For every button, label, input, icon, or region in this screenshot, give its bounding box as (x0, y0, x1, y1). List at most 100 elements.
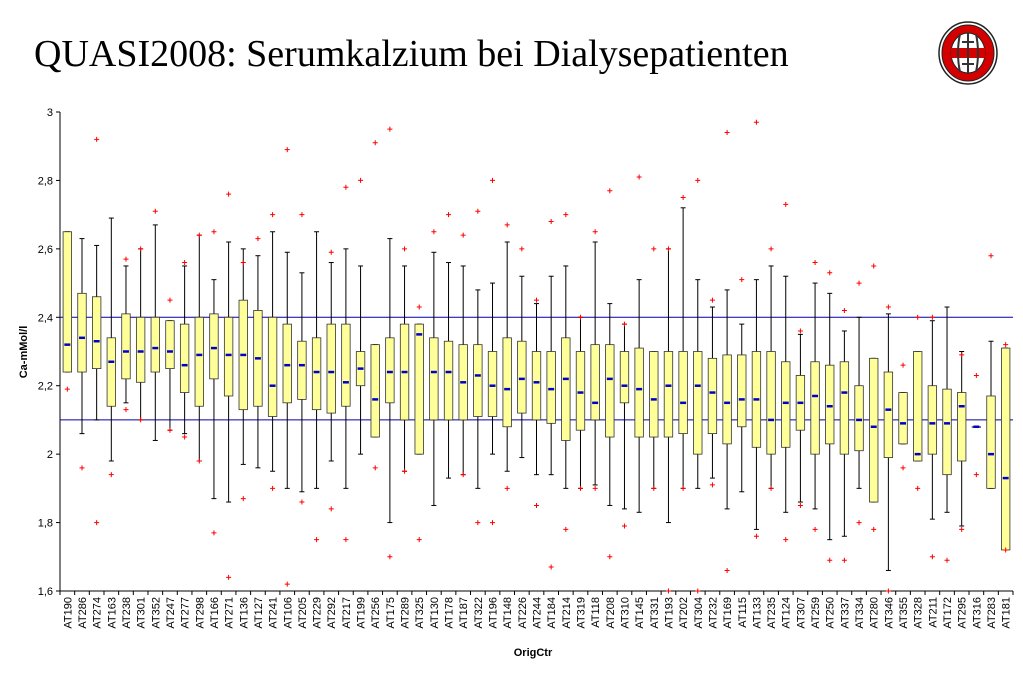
outlier-point (724, 130, 730, 136)
box-iqr (341, 323, 351, 407)
x-tick-label: AT133 (751, 597, 763, 629)
outlier-point (460, 472, 466, 478)
outlier-point (929, 554, 935, 560)
outlier-point (240, 260, 246, 266)
outlier-point (372, 140, 378, 146)
box-at115 (737, 277, 747, 493)
outlier-point (665, 246, 671, 252)
x-tick-label: AT127 (253, 597, 265, 629)
box-at169 (722, 130, 732, 573)
box-iqr (473, 344, 483, 417)
x-tick-label: AT217 (341, 597, 353, 629)
outlier-point (973, 472, 979, 478)
box-at190 (62, 231, 72, 392)
x-tick-label: AT346 (883, 597, 895, 629)
x-tick-label: AT166 (209, 597, 221, 629)
box-at226 (517, 246, 527, 459)
box-iqr (722, 354, 732, 445)
x-tick-label: AT250 (825, 597, 837, 629)
outlier-point (812, 526, 818, 532)
x-tick-label: AT124 (781, 597, 793, 629)
box-at244 (531, 297, 542, 508)
outlier-point (270, 212, 276, 218)
box-at307 (795, 328, 806, 508)
outlier-point (490, 520, 496, 526)
box-at250 (825, 270, 835, 563)
outlier-point (651, 485, 657, 491)
outlier-point (900, 465, 906, 471)
y-tick-label: 2,6 (38, 244, 53, 256)
x-tick-label: AT316 (971, 597, 983, 629)
box-iqr (619, 351, 630, 404)
box-iqr (663, 351, 674, 438)
x-tick-label: AT301 (136, 597, 148, 629)
x-tick-label: AT289 (400, 597, 412, 629)
x-tick-label: AT256 (370, 597, 382, 629)
y-axis-title: Ca-mMol/l (18, 326, 30, 379)
x-tick-label: AT352 (150, 597, 162, 629)
outlier-point (534, 297, 539, 303)
box-at232 (707, 297, 718, 488)
outlier-point (270, 485, 276, 491)
x-tick-label: AT322 (473, 597, 485, 629)
box-iqr (135, 316, 146, 383)
outlier-point (783, 537, 789, 543)
box-iqr (766, 351, 776, 455)
x-tick-label: AT130 (429, 597, 441, 629)
box-at172 (942, 306, 952, 563)
outlier-point (768, 246, 774, 252)
outlier-point (504, 485, 510, 491)
box-iqr (634, 347, 644, 438)
x-tick-label: AT178 (444, 597, 456, 629)
outlier-point (607, 554, 613, 560)
outlier-point (988, 253, 994, 259)
outlier-point (123, 407, 129, 413)
outlier-point (372, 465, 378, 471)
outlier-point (211, 530, 217, 536)
x-tick-label: AT232 (707, 597, 719, 629)
box-iqr (839, 361, 850, 455)
box-iqr (267, 316, 278, 417)
x-tick-label: AT118 (590, 597, 602, 628)
y-tick-label: 3 (47, 107, 53, 119)
x-tick-label: AT184 (546, 597, 558, 629)
outlier-point (328, 506, 334, 512)
outlier-point (885, 304, 891, 310)
box-at322 (473, 208, 483, 526)
box-at229 (311, 231, 322, 543)
outlier-point (431, 229, 437, 235)
box-iqr (121, 313, 131, 380)
box-at175 (385, 126, 395, 560)
box-iqr (92, 296, 102, 370)
outlier-point (592, 485, 598, 491)
box-iqr (297, 340, 307, 400)
x-tick-label: AT169 (722, 597, 734, 629)
box-at148 (502, 222, 512, 491)
box-at328 (913, 314, 923, 491)
outlier-point (915, 314, 921, 320)
box-at259 (810, 260, 820, 532)
x-tick-label: AT304 (693, 597, 705, 629)
x-tick-label: AT229 (312, 597, 324, 629)
outlier-point (475, 208, 481, 214)
box-iqr (898, 392, 908, 445)
outlier-point (226, 191, 232, 197)
x-tick-label: AT148 (502, 597, 514, 629)
y-tick-label: 2,8 (38, 175, 53, 187)
y-tick-label: 2,4 (38, 312, 53, 324)
x-tick-label: AT277 (180, 597, 192, 629)
outlier-point (871, 526, 877, 532)
box-iqr (194, 316, 204, 407)
x-tick-label: AT205 (297, 597, 309, 629)
box-at277 (179, 260, 190, 440)
box-at271 (223, 191, 234, 580)
box-iqr (429, 337, 439, 421)
box-at199 (355, 177, 366, 455)
x-tick-label: AT226 (517, 597, 529, 629)
outlier-point (475, 520, 481, 526)
x-axis-title: OrigCtr (514, 647, 553, 659)
box-at127 (253, 236, 263, 469)
x-tick-label: AT355 (898, 597, 910, 629)
outlier-point (314, 537, 320, 543)
box-iqr (590, 344, 600, 421)
